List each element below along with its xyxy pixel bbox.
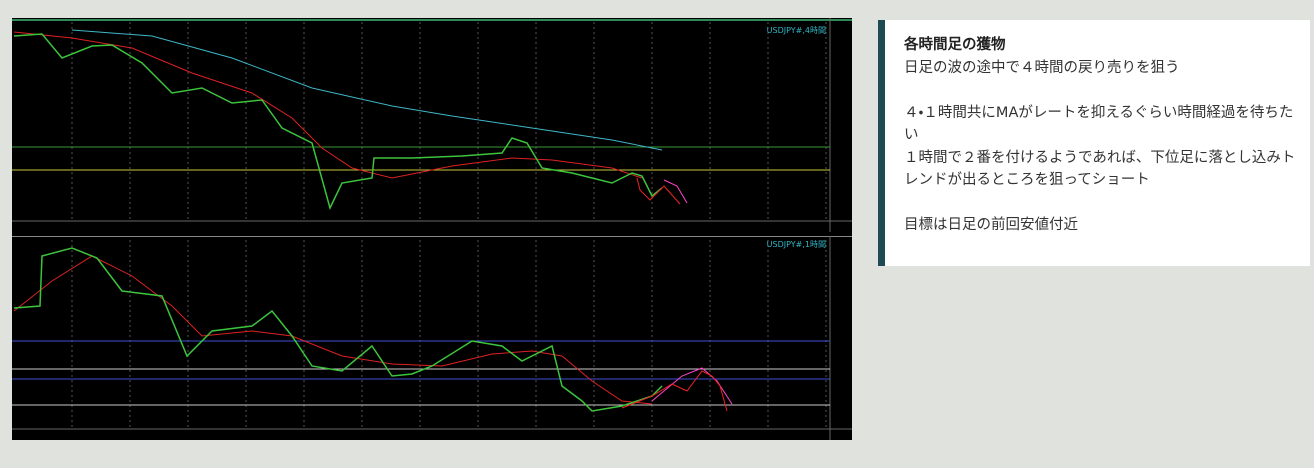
symbol-label: USDJPY#,1時間 <box>767 240 826 249</box>
ma-long <box>71 29 663 151</box>
symbol-label: USDJPY#,4時間 <box>767 26 826 35</box>
scenario-line <box>663 179 688 204</box>
price <box>13 33 663 211</box>
h1-chart: USDJPY#,1時間 <box>12 236 852 440</box>
scenario-line <box>636 177 681 205</box>
note-text: 目標は日足の前回安値付近 <box>904 217 1078 233</box>
scenario-line <box>621 370 728 412</box>
price <box>13 247 663 412</box>
note-title: 各時間足の獲物 <box>904 37 1006 53</box>
note-text: １時間で２番を付けるようであれば、下位足に落とし込みトレンドが出るところを狙って… <box>904 149 1296 189</box>
h4-chart: USDJPY#,4時間 <box>12 18 852 232</box>
note-text: 日足の波の途中で４時間の戻り売りを狙う <box>904 59 1180 76</box>
ma-short <box>13 255 653 405</box>
frame <box>12 236 852 237</box>
ma-short <box>13 31 643 179</box>
chart-window: USDJPY#,4時間 USDJPY#,1時間 <box>12 18 852 440</box>
note-card: 各時間足の獲物 日足の波の途中で４時間の戻り売りを狙う ４・１時間共にMAがレー… <box>878 20 1310 266</box>
note-text: ４・１時間共にMAがレートを抑えるぐらい時間経過を待ちたい <box>904 104 1294 144</box>
frame <box>12 19 852 21</box>
